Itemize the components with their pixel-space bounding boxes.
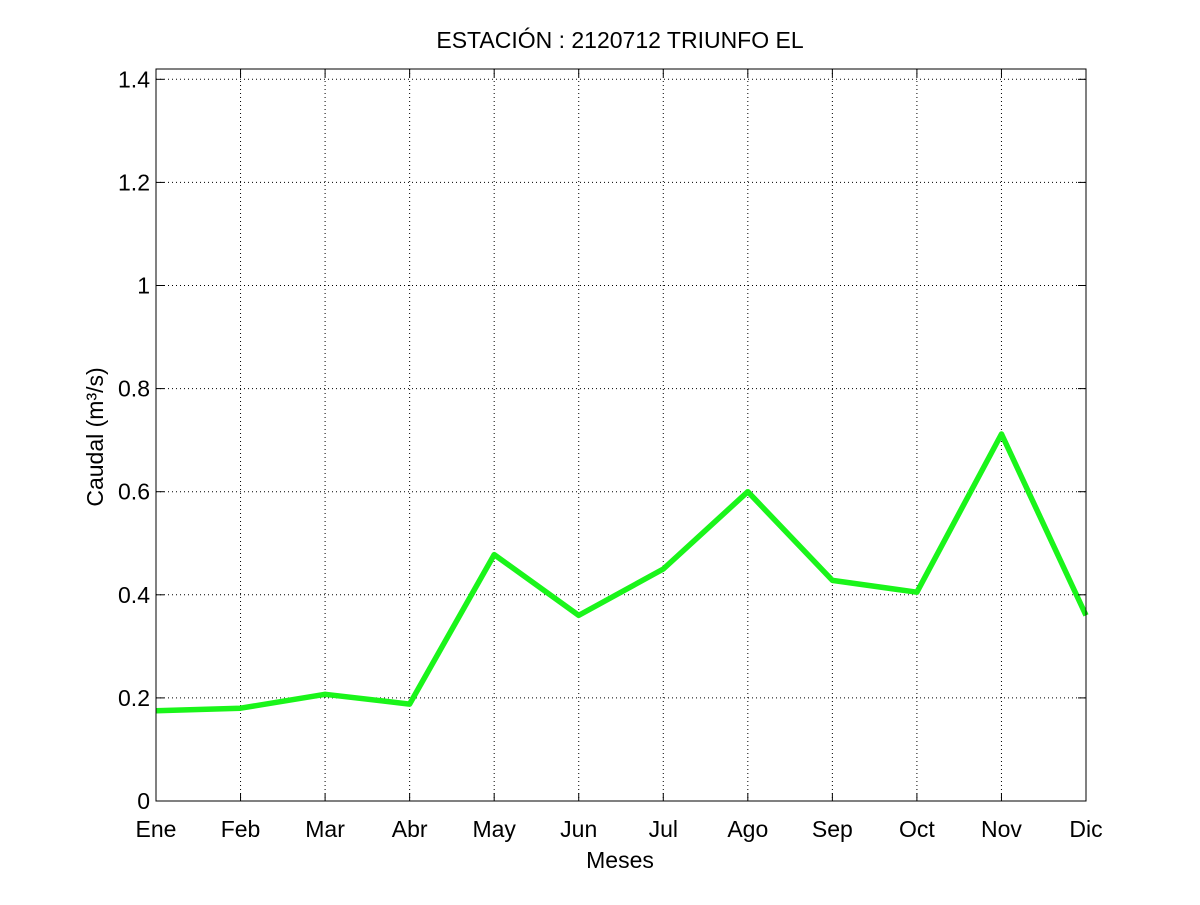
data-series xyxy=(155,431,1089,714)
series-line xyxy=(155,431,1089,714)
y-tick-label: 0.2 xyxy=(118,685,150,711)
grid-lines xyxy=(156,69,1086,801)
x-tick-label: Oct xyxy=(899,816,935,842)
y-tick-label: 0.8 xyxy=(118,376,150,402)
x-tick-label: Jul xyxy=(649,816,678,842)
y-tick-label: 1.4 xyxy=(118,66,150,92)
x-tick-label: Feb xyxy=(221,816,261,842)
y-tick-label: 0 xyxy=(137,788,150,814)
x-tick-label: Jun xyxy=(560,816,597,842)
y-tick-label: 1.2 xyxy=(118,169,150,195)
y-axis-label: Caudal (m³/s) xyxy=(82,367,108,506)
y-tick-label: 1 xyxy=(137,273,150,299)
chart-title: ESTACIÓN : 2120712 TRIUNFO EL xyxy=(436,27,803,53)
x-tick-label: Mar xyxy=(305,816,345,842)
plot-area-frame xyxy=(155,68,1087,802)
x-tick-label: Dic xyxy=(1069,816,1102,842)
y-tick-label: 0.4 xyxy=(118,582,150,608)
x-tick-label: Ene xyxy=(136,816,177,842)
y-tick-label: 0.6 xyxy=(118,479,150,505)
x-tick-label: Ago xyxy=(727,816,768,842)
x-axis-label: Meses xyxy=(586,847,654,873)
x-tick-label: May xyxy=(472,816,516,842)
axis-ticks: Ene Feb Mar Abr May Jun Jul Ago Sep Oct Nov Dic 0 0.2… xyxy=(118,66,1103,842)
x-tick-label: Abr xyxy=(392,816,428,842)
x-tick-label: Nov xyxy=(981,816,1022,842)
x-tick-label: Sep xyxy=(812,816,853,842)
